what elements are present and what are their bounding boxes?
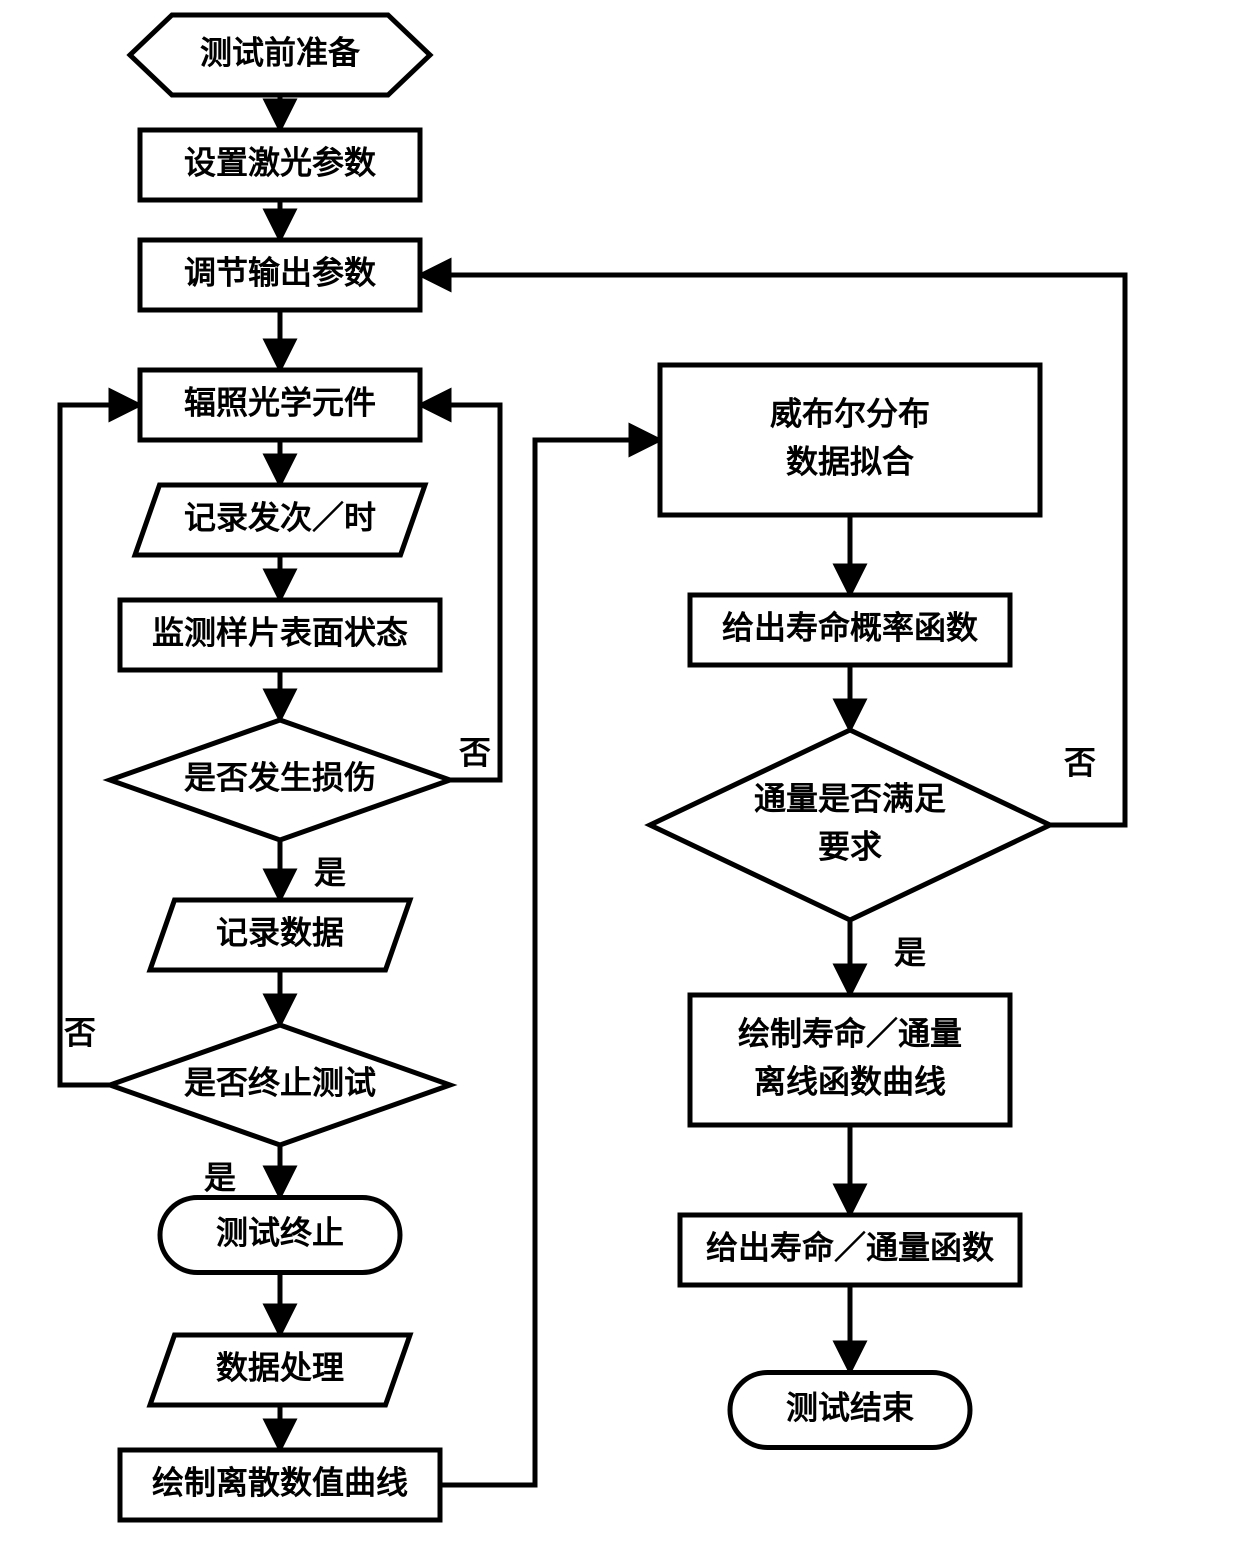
node-n5: 监测样片表面状态	[120, 600, 440, 670]
node-text-n6: 记录数据	[216, 914, 344, 950]
node-d2: 是否终止测试	[110, 1025, 450, 1145]
node-text-r3-0: 绘制寿命／通量	[738, 1015, 962, 1051]
node-n1: 设置激光参数	[140, 130, 420, 200]
node-r3: 绘制寿命／通量离线函数曲线	[690, 995, 1010, 1125]
node-text-end: 测试结束	[786, 1389, 914, 1425]
edge-11	[420, 405, 500, 780]
node-text-d2: 是否终止测试	[184, 1064, 376, 1100]
node-n9: 绘制离散数值曲线	[120, 1450, 440, 1520]
node-text-n1: 设置激光参数	[184, 144, 377, 180]
node-start: 测试前准备	[130, 15, 430, 95]
node-r1: 威布尔分布数据拟合	[660, 365, 1040, 515]
node-text-r1-1: 数据拟合	[786, 443, 914, 479]
node-text-d1: 是否发生损伤	[184, 759, 376, 795]
edge-label-19: 否	[1064, 744, 1096, 780]
node-text-r2: 给出寿命概率函数	[722, 609, 979, 645]
node-text-d3-0: 通量是否满足	[754, 780, 946, 816]
node-d3: 通量是否满足要求	[650, 730, 1050, 920]
node-d1: 是否发生损伤	[110, 720, 450, 840]
node-r2: 给出寿命概率函数	[690, 595, 1010, 665]
edge-13	[440, 440, 660, 1485]
node-shape-d3	[650, 730, 1050, 920]
node-n6: 记录数据	[150, 900, 410, 970]
node-r4: 给出寿命／通量函数	[680, 1215, 1020, 1285]
edge-12	[60, 405, 140, 1085]
edge-label-12: 否	[64, 1014, 96, 1050]
node-text-r1-0: 威布尔分布	[770, 395, 930, 431]
node-n7: 测试终止	[160, 1198, 400, 1273]
node-text-n7: 测试终止	[216, 1214, 344, 1250]
node-text-n5: 监测样片表面状态	[152, 614, 408, 650]
edge-label-6: 是	[314, 854, 346, 890]
node-n2: 调节输出参数	[140, 240, 420, 310]
node-text-n9: 绘制离散数值曲线	[152, 1464, 408, 1500]
node-n4: 记录发次／时	[135, 485, 425, 555]
edge-label-8: 是	[204, 1159, 236, 1195]
node-text-n8: 数据处理	[216, 1349, 344, 1385]
edge-label-11: 否	[459, 734, 491, 770]
node-end: 测试结束	[730, 1373, 970, 1448]
edge-label-16: 是	[894, 934, 926, 970]
node-text-r3-1: 离线函数曲线	[754, 1063, 946, 1099]
node-n8: 数据处理	[150, 1335, 410, 1405]
node-text-r4: 给出寿命／通量函数	[706, 1229, 995, 1265]
node-shape-r1	[660, 365, 1040, 515]
edge-19	[420, 275, 1125, 825]
node-n3: 辐照光学元件	[140, 370, 420, 440]
node-text-n4: 记录发次／时	[184, 499, 376, 535]
node-text-n3: 辐照光学元件	[184, 384, 376, 420]
node-text-d3-1: 要求	[818, 828, 882, 864]
node-text-n2: 调节输出参数	[184, 254, 377, 290]
node-text-start: 测试前准备	[200, 34, 361, 70]
flowchart-svg: 是是否否是否测试前准备设置激光参数调节输出参数辐照光学元件记录发次／时监测样片表…	[0, 0, 1240, 1550]
